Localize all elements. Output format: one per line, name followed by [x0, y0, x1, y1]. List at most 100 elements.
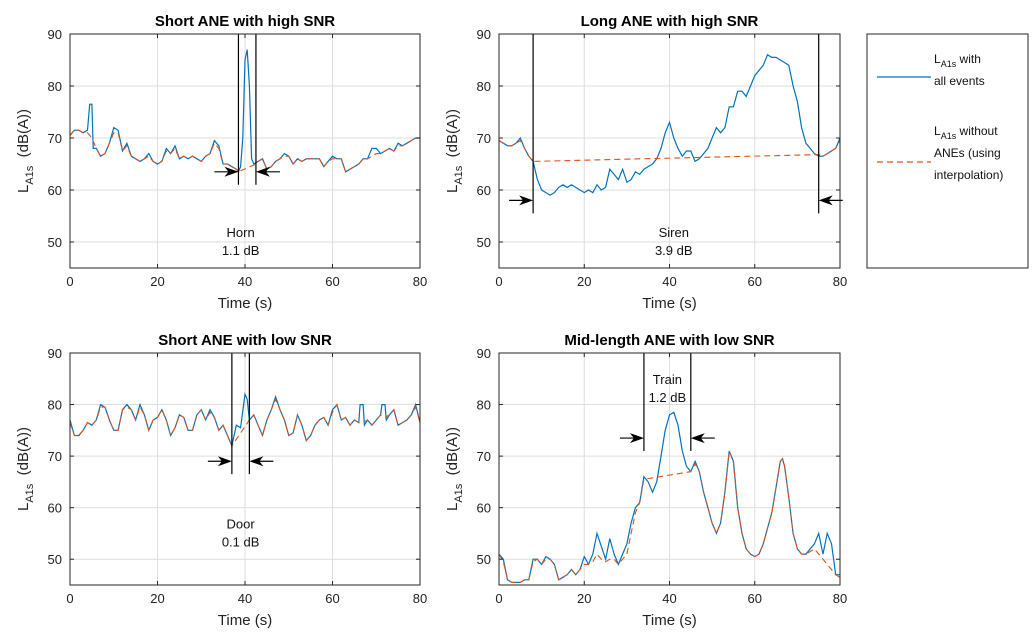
legend-label-2-line2: ANEs (using [934, 146, 1001, 160]
event-arrow-left [224, 166, 239, 177]
y-axis-label-sub: A1s [453, 165, 465, 184]
x-axis-label: Time (s) [218, 295, 272, 312]
event-name-label: Door [227, 516, 256, 531]
legend-label-2-line3: interpolation) [934, 168, 1003, 182]
y-tick-label: 70 [48, 449, 62, 464]
chart-title: Long ANE with high SNR [581, 13, 759, 30]
legend-box [866, 33, 1029, 269]
y-tick-label: 50 [48, 235, 62, 250]
y-tick-label: 60 [48, 501, 62, 516]
y-tick-label: 60 [48, 183, 62, 198]
y-axis-label-main: L [444, 503, 461, 511]
x-tick-label: 0 [66, 591, 73, 606]
y-tick-label: 60 [477, 501, 491, 516]
event-name-label: Train [653, 372, 682, 387]
event-delta-label: 1.1 dB [222, 243, 260, 258]
event-arrow-left [629, 433, 644, 444]
chart-panel-4: Train 1.2 dB 0 20 40 60 80 50 60 70 80 90 Mid-length… [444, 332, 847, 629]
y-tick-label: 70 [477, 131, 491, 146]
legend-label-main: L [934, 52, 941, 66]
y-tick-label: 70 [48, 131, 62, 146]
y-tick-label: 50 [48, 552, 62, 567]
legend-label-sub: A1s [941, 59, 957, 69]
x-tick-label: 0 [495, 274, 502, 289]
event-arrow-left [519, 195, 534, 206]
y-axis-label: LA1s (dB(A)) [444, 427, 465, 511]
y-tick-label: 50 [477, 235, 491, 250]
event-arrow-right [690, 433, 705, 444]
series-line-without-anes [498, 139, 841, 162]
legend-label-1-line2: all events [934, 74, 985, 88]
y-tick-label: 80 [48, 398, 62, 413]
x-tick-label: 0 [66, 274, 73, 289]
legend-label-rest: with [956, 52, 981, 66]
series-line-without-anes [69, 129, 420, 173]
y-axis-label-main: L [15, 185, 32, 193]
legend-label-sub: A1s [941, 131, 957, 141]
series-line-all-events [498, 53, 841, 196]
x-tick-label: 80 [413, 591, 427, 606]
y-tick-label: 90 [48, 346, 62, 361]
chart-title: Mid-length ANE with low SNR [564, 332, 774, 349]
x-tick-label: 40 [238, 591, 252, 606]
y-axis-label-unit: (dB(A)) [444, 109, 461, 157]
series-line-without-anes [498, 450, 841, 583]
y-axis-label: LA1s (dB(A)) [15, 109, 36, 193]
y-axis-label-main: L [444, 185, 461, 193]
x-tick-label: 20 [577, 274, 591, 289]
chart-panel-1: Horn 1.1 dB 0 20 40 60 80 50 60 70 80 90 Short ANE w… [15, 13, 427, 312]
y-axis-label-sub: A1s [24, 483, 36, 502]
y-axis-label: LA1s (dB(A)) [15, 427, 36, 511]
event-arrow-left [217, 456, 232, 467]
y-axis-label-unit: (dB(A)) [15, 427, 32, 475]
y-axis-label-gap [444, 157, 461, 165]
legend-label-2: LA1s without [934, 124, 998, 141]
y-axis-label-main: L [15, 503, 32, 511]
legend-label-main: L [934, 124, 941, 138]
y-tick-label: 80 [477, 398, 491, 413]
series-line-all-events [69, 49, 420, 173]
y-axis-label-gap [15, 157, 32, 165]
chart-title: Short ANE with low SNR [158, 332, 332, 349]
x-tick-label: 20 [577, 591, 591, 606]
chart-panel-3: Door 0.1 dB 0 20 40 60 80 50 60 70 80 90 Short ANE w… [15, 332, 427, 629]
y-axis-label-sub: A1s [24, 165, 36, 184]
y-axis-label: LA1s (dB(A)) [444, 109, 465, 193]
event-arrow-right [818, 195, 833, 206]
event-name-label: Horn [227, 225, 255, 240]
x-tick-label: 60 [325, 591, 339, 606]
y-tick-label: 90 [48, 27, 62, 42]
y-axis-label-gap [15, 475, 32, 483]
legend-label-1: LA1s with [934, 52, 981, 69]
x-tick-label: 20 [150, 274, 164, 289]
event-delta-label: 3.9 dB [655, 243, 693, 258]
x-tick-label: 40 [662, 591, 676, 606]
x-tick-label: 60 [748, 274, 762, 289]
x-tick-label: 60 [748, 591, 762, 606]
event-delta-label: 0.1 dB [222, 534, 260, 549]
y-tick-label: 50 [477, 552, 491, 567]
event-arrow-right [255, 166, 270, 177]
y-tick-label: 90 [477, 346, 491, 361]
y-axis-label-unit: (dB(A)) [444, 427, 461, 475]
x-tick-label: 40 [662, 274, 676, 289]
series-line-without-anes [69, 397, 421, 447]
event-arrow-right [249, 456, 264, 467]
x-axis-label: Time (s) [642, 612, 696, 629]
x-tick-label: 40 [238, 274, 252, 289]
chart-panel-2: Siren 3.9 dB 0 20 40 60 80 50 60 70 80 90 Long ANE w… [444, 13, 847, 312]
event-name-label: Siren [659, 225, 689, 240]
y-tick-label: 60 [477, 183, 491, 198]
y-axis-label-gap [444, 475, 461, 483]
chart-title: Short ANE with high SNR [155, 13, 335, 30]
x-tick-label: 80 [833, 591, 847, 606]
y-tick-label: 80 [477, 79, 491, 94]
x-tick-label: 80 [833, 274, 847, 289]
x-tick-label: 60 [325, 274, 339, 289]
y-tick-label: 90 [477, 27, 491, 42]
x-axis-label: Time (s) [642, 295, 696, 312]
x-tick-label: 20 [150, 591, 164, 606]
y-tick-label: 70 [477, 449, 491, 464]
